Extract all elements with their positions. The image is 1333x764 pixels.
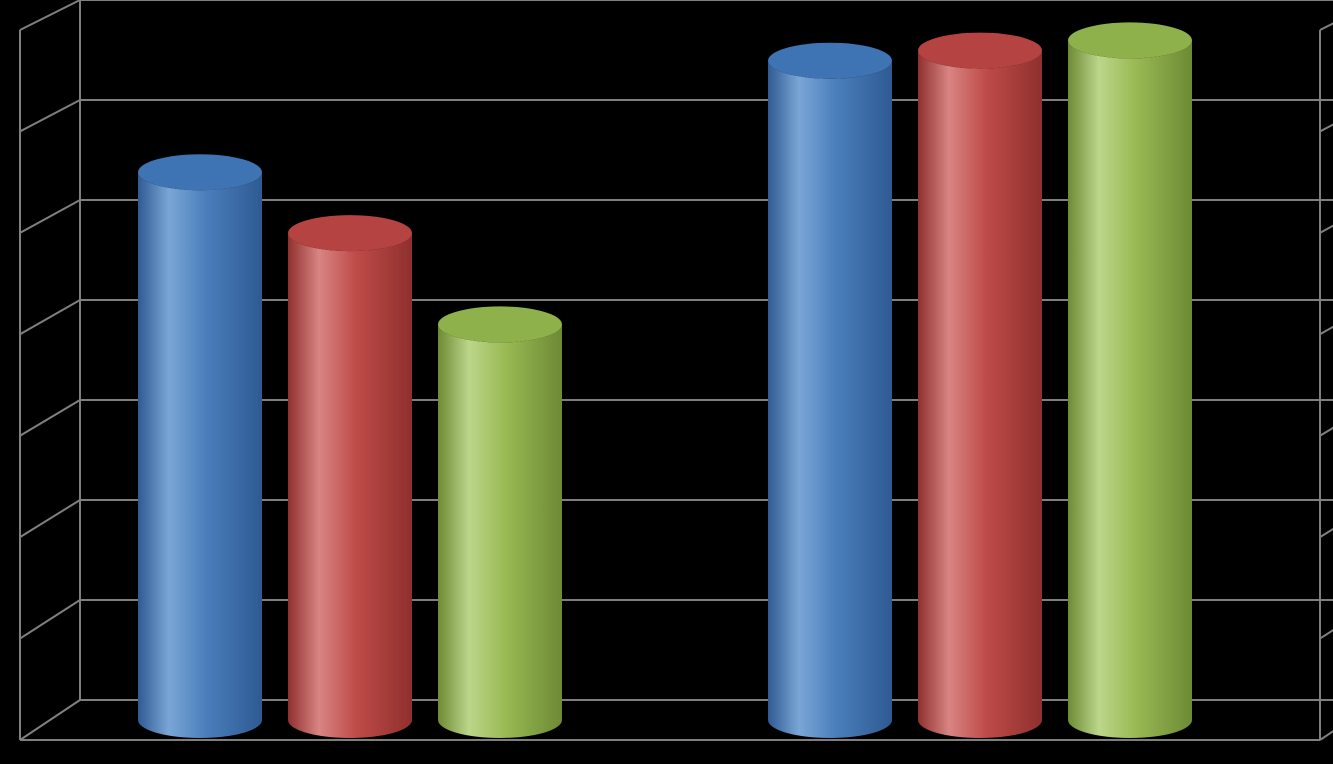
chart-bars [138,22,1192,738]
bar-cylinder [288,215,412,738]
cylinder-bar-chart [0,0,1333,764]
bar-cylinder [768,43,892,738]
bar-cylinder [138,154,262,738]
bar-cylinder [438,306,562,738]
bar-cylinder [918,33,1042,738]
chart-container [0,0,1333,764]
bar-cylinder [1068,22,1192,738]
